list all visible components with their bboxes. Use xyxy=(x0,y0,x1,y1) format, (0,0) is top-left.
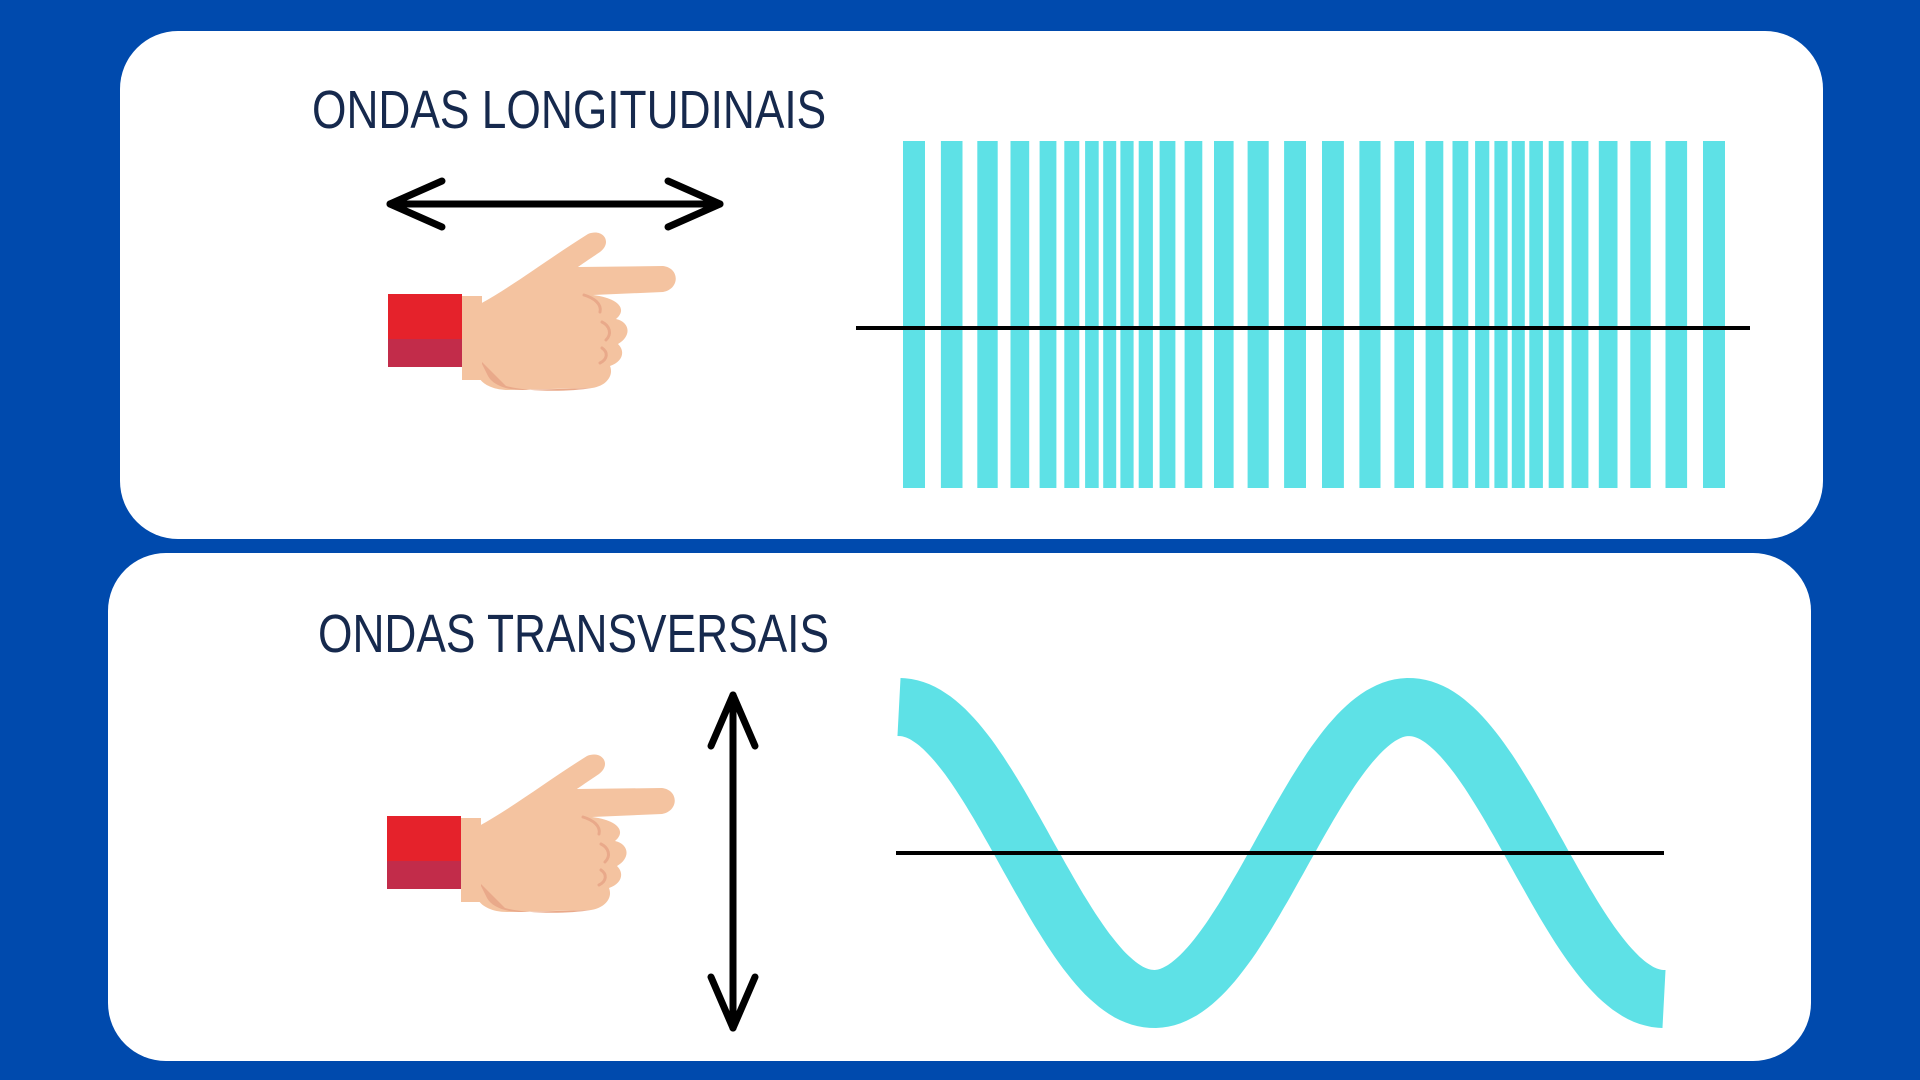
longitudinal-bar xyxy=(1064,141,1080,488)
horizontal-double-arrow-icon xyxy=(386,177,724,231)
longitudinal-bar xyxy=(1394,141,1414,488)
longitudinal-bar xyxy=(1571,141,1589,488)
longitudinal-bar xyxy=(1494,141,1508,488)
longitudinal-bar xyxy=(1703,141,1725,488)
longitudinal-diagram xyxy=(386,141,1750,488)
longitudinal-bar xyxy=(1322,141,1344,488)
longitudinal-bar xyxy=(1247,141,1269,488)
panel-title-longitudinal: ONDAS LONGITUDINAIS xyxy=(312,80,827,140)
longitudinal-bar xyxy=(1039,141,1057,488)
longitudinal-bar xyxy=(1630,141,1651,488)
pointing-hand-icon xyxy=(387,754,675,913)
longitudinal-bar xyxy=(1214,141,1234,488)
panel-title-transverse: ONDAS TRANSVERSAIS xyxy=(318,604,830,664)
longitudinal-bar xyxy=(1184,141,1203,488)
longitudinal-bar xyxy=(1475,141,1490,488)
panel-longitudinal: ONDAS LONGITUDINAIS xyxy=(120,31,1823,539)
panel-transverse: ONDAS TRANSVERSAIS xyxy=(108,553,1811,1061)
longitudinal-bar xyxy=(1120,141,1134,488)
longitudinal-bar xyxy=(1665,141,1688,488)
longitudinal-bar xyxy=(1159,141,1176,488)
pointing-hand-icon xyxy=(388,232,676,391)
transverse-diagram xyxy=(387,677,1666,1032)
longitudinal-bar xyxy=(1529,141,1543,488)
longitudinal-bar xyxy=(1598,141,1618,488)
longitudinal-bar xyxy=(1425,141,1444,488)
longitudinal-bar xyxy=(1103,141,1117,488)
longitudinal-bar xyxy=(1085,141,1099,488)
longitudinal-bar xyxy=(1511,141,1525,488)
longitudinal-bar xyxy=(977,141,998,488)
vertical-double-arrow-icon xyxy=(707,691,759,1032)
longitudinal-bar xyxy=(903,141,925,488)
longitudinal-bar xyxy=(1452,141,1469,488)
longitudinal-bar xyxy=(940,141,963,488)
longitudinal-bar xyxy=(1138,141,1153,488)
longitudinal-bar xyxy=(1010,141,1030,488)
longitudinal-wave-bars xyxy=(903,141,1725,488)
longitudinal-bar xyxy=(1359,141,1381,488)
longitudinal-bar xyxy=(1548,141,1564,488)
longitudinal-bar xyxy=(1284,141,1306,488)
